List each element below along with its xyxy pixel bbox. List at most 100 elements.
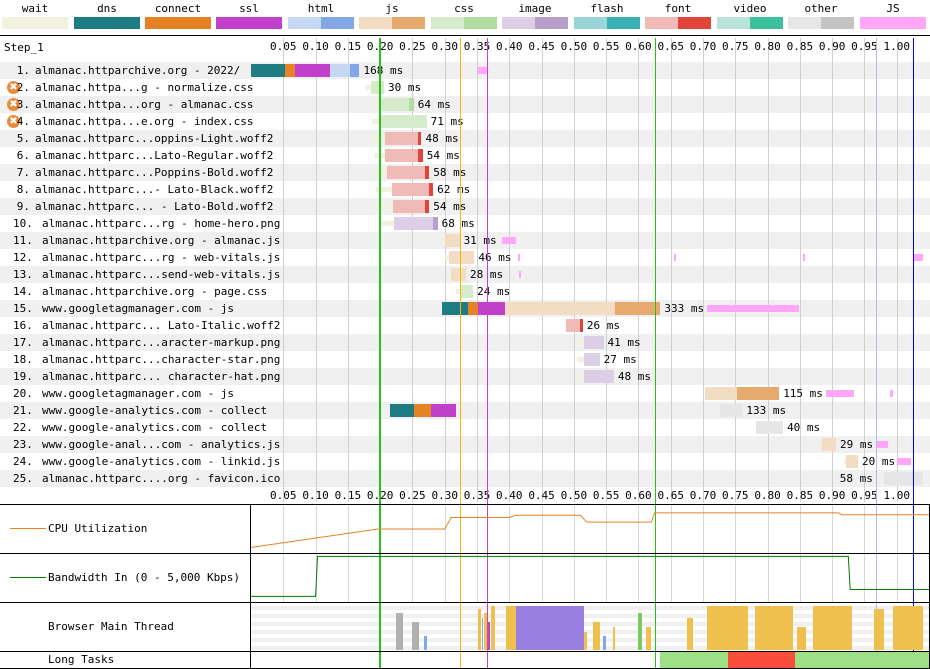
main-thread-activity <box>481 617 484 650</box>
grid-line <box>638 38 639 502</box>
timing-marker <box>655 38 656 669</box>
axis-tick-top: 1.00 <box>883 40 910 53</box>
request-bar-segment <box>451 268 466 281</box>
request-bar-segment <box>294 64 330 77</box>
axis-tick-bottom: 0.50 <box>560 489 588 502</box>
request-bar-segment <box>350 64 360 77</box>
request-label: 20. www.googletagmanager.com - js <box>13 385 234 402</box>
request-bar-segment <box>393 217 434 230</box>
main-thread-activity <box>424 636 427 650</box>
main-thread-activity <box>593 622 600 650</box>
request-bar-segment <box>755 421 784 434</box>
row-background <box>0 419 930 436</box>
request-duration: 48 ms <box>425 132 459 145</box>
legend-swatch-light <box>645 17 678 29</box>
request-number: 13. <box>13 268 33 281</box>
grid-line <box>477 38 478 502</box>
js-execution-bar <box>518 271 521 278</box>
request-bar-segment <box>372 102 379 107</box>
legend-item: js <box>359 0 425 34</box>
request-url: almanac.httparc....org - favicon.ico <box>42 472 281 485</box>
request-number: 7. <box>16 166 30 179</box>
request-number: 18. <box>13 353 33 366</box>
request-label: 12. almanac.httparc...rg - web-vitals.js <box>13 249 280 266</box>
legend-swatch-dark <box>893 17 926 29</box>
request-bar-segment <box>821 438 836 451</box>
request-bar-segment <box>251 64 285 77</box>
legend-swatch <box>860 17 926 29</box>
request-number: 10. <box>13 217 33 230</box>
legend-swatch <box>574 17 640 29</box>
request-label: 24. www.google-analytics.com - linkid.js <box>13 453 280 470</box>
request-label: 6. almanac.httparc...Lato-Regular.woff2 <box>13 147 274 164</box>
long-task-span <box>660 652 728 668</box>
legend-item: image <box>502 0 568 34</box>
main-thread-activity <box>686 617 694 650</box>
legend-label: html <box>307 2 335 15</box>
legend-swatch <box>74 17 140 29</box>
error-icon: ✖ <box>7 98 20 111</box>
request-url: almanac.httparc...send-web-vitals.js <box>42 268 281 281</box>
legend-item: other <box>788 0 854 34</box>
request-bar-segment <box>425 200 430 213</box>
js-execution-bar <box>501 237 516 244</box>
legend-swatch-dark <box>392 17 425 29</box>
legend-swatch-light <box>288 17 321 29</box>
request-number: 6. <box>16 149 30 162</box>
legend-swatch-light <box>717 17 750 29</box>
request-duration: 58 ms <box>433 166 467 179</box>
request-bar-segment <box>817 442 822 447</box>
row-background <box>0 232 930 249</box>
request-bar-segment <box>843 459 847 464</box>
legend-swatch-dark <box>35 17 68 29</box>
main-thread-activity <box>396 613 403 650</box>
request-number: 2. <box>16 81 30 94</box>
row-background <box>0 62 930 79</box>
legend-item: JS Execution <box>860 0 926 34</box>
legend-swatch-light <box>574 17 607 29</box>
request-label: 23. www.google-anal...com - analytics.js <box>13 436 280 453</box>
axis-tick-bottom: 0.25 <box>399 489 426 502</box>
long-tasks-label: Long Tasks <box>48 653 115 666</box>
legend-swatch-dark <box>107 17 140 29</box>
row-background <box>0 470 930 487</box>
request-number: 4. <box>16 115 30 128</box>
request-bar-segment <box>583 370 614 383</box>
request-url: almanac.httparc...- Lato-Black.woff2 <box>35 183 274 196</box>
js-execution-bar <box>478 67 487 74</box>
axis-tick-top: 0.35 <box>463 40 491 53</box>
bandwidth-legend-line <box>10 577 46 578</box>
legend-swatch-light <box>2 17 35 29</box>
main-thread-activity <box>874 608 884 650</box>
axis-tick-bottom: 0.95 <box>851 489 878 502</box>
axis-tick-top: 0.60 <box>625 40 652 53</box>
request-bar-segment <box>577 340 584 345</box>
request-bar-segment <box>371 81 384 94</box>
legend-swatch-dark <box>321 17 354 29</box>
bandwidth-label: Bandwidth In (0 - 5,000 Kbps) <box>48 571 241 584</box>
request-number: 24. <box>13 455 33 468</box>
thread-stripe <box>251 638 929 642</box>
longtasks-section-top <box>0 651 930 652</box>
main-thread-activity <box>602 636 607 650</box>
request-bar-segment <box>580 319 583 332</box>
grid-line <box>864 38 865 502</box>
axis-tick-bottom: 0.10 <box>302 489 329 502</box>
main-thread-activity <box>487 622 490 650</box>
legend-label: wait <box>21 2 49 15</box>
request-number: 16. <box>13 319 33 332</box>
request-bar-segment <box>364 85 372 90</box>
legend: wait dns connect ssl html js css image flash font… <box>0 0 930 34</box>
main-thread-activity <box>506 606 516 650</box>
request-label: 15. www.googletagmanager.com - js <box>13 300 234 317</box>
legend-item: video <box>717 0 783 34</box>
request-bar-segment <box>430 404 456 417</box>
step-label: Step_1 <box>4 41 44 54</box>
grid-line <box>542 38 543 502</box>
thread-stripe <box>251 606 929 610</box>
request-bar-segment <box>439 238 445 243</box>
request-bar-segment <box>442 302 468 315</box>
request-url: www.google-analytics.com - collect <box>42 421 268 434</box>
legend-label: css <box>454 2 474 15</box>
legend-swatch <box>431 17 497 29</box>
